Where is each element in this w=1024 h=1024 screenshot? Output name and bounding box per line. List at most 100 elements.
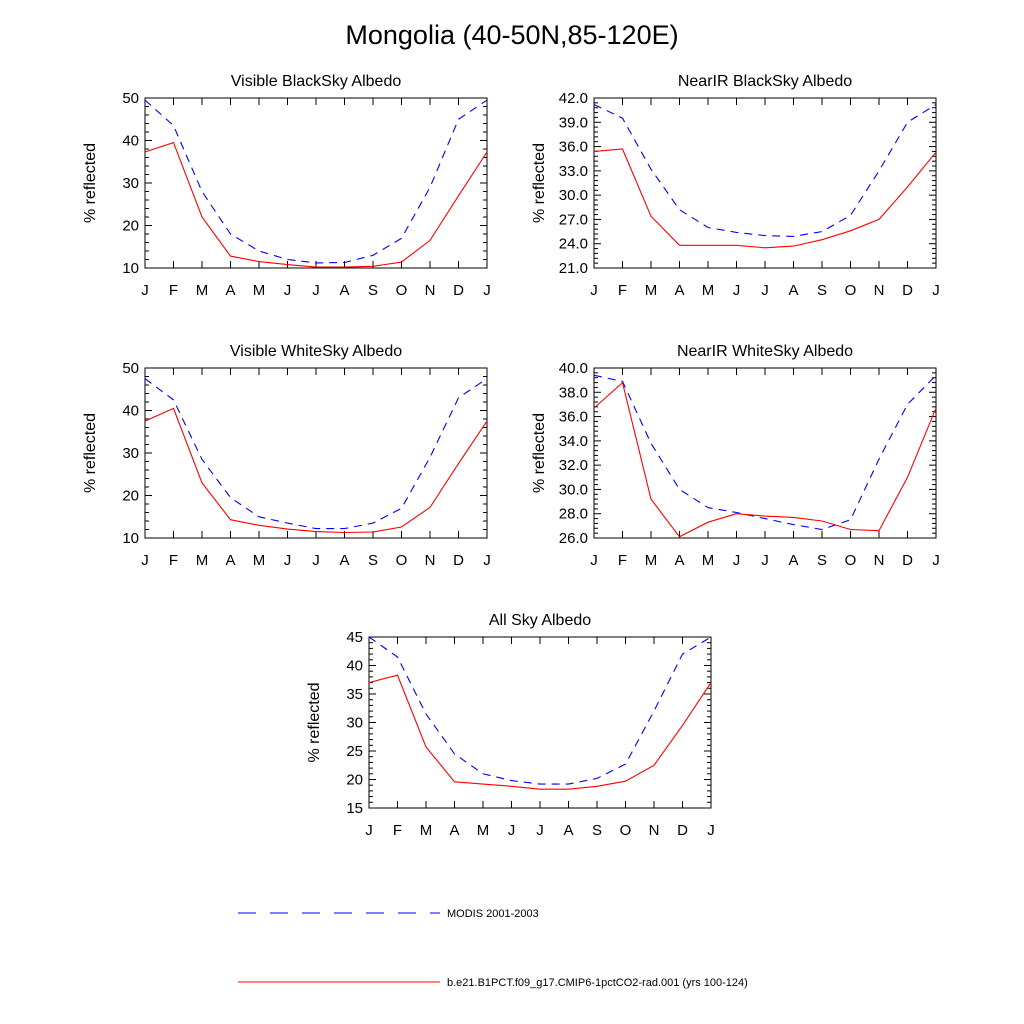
- series-line-model: [593, 381, 937, 538]
- x-tick-label: A: [674, 282, 684, 299]
- y-tick-label: 10: [122, 260, 139, 277]
- x-tick-label: M: [477, 822, 490, 839]
- y-tick-label: 30.0: [559, 187, 588, 204]
- series-line-modis: [593, 374, 937, 531]
- x-tick-label: J: [284, 552, 292, 569]
- x-tick-label: F: [169, 552, 178, 569]
- x-tick-label: J: [141, 552, 149, 569]
- x-tick-label: A: [225, 552, 235, 569]
- plot-frame: [144, 97, 488, 269]
- y-tick-label: 36.0: [559, 409, 588, 426]
- x-tick-label: J: [590, 282, 598, 299]
- x-tick-label: N: [649, 822, 660, 839]
- y-tick-label: 27.0: [559, 211, 588, 228]
- chart-title: NearIR BlackSky Albedo: [678, 73, 852, 90]
- chart-title: Visible WhiteSky Albedo: [230, 343, 402, 360]
- y-tick-label: 38.0: [559, 384, 588, 401]
- y-tick-label: 20: [122, 488, 139, 505]
- y-tick-label: 30: [122, 175, 139, 192]
- x-tick-label: M: [702, 552, 715, 569]
- y-axis-label: % reflected: [531, 413, 548, 493]
- y-tick-label: 15: [346, 800, 363, 817]
- x-tick-label: N: [874, 282, 885, 299]
- x-tick-label: J: [483, 282, 491, 299]
- x-tick-label: M: [196, 552, 209, 569]
- x-tick-label: J: [761, 552, 769, 569]
- y-axis-label: % reflected: [82, 143, 99, 223]
- x-tick-label: S: [817, 552, 827, 569]
- x-tick-label: A: [225, 282, 235, 299]
- x-tick-label: S: [817, 282, 827, 299]
- x-tick-label: M: [645, 282, 658, 299]
- x-tick-label: N: [425, 282, 436, 299]
- chart-title: NearIR WhiteSky Albedo: [677, 343, 853, 360]
- x-tick-label: A: [674, 552, 684, 569]
- x-tick-label: A: [449, 822, 459, 839]
- series-line-modis: [144, 378, 488, 530]
- x-tick-label: A: [788, 552, 798, 569]
- x-tick-label: S: [368, 282, 378, 299]
- y-tick-label: 34.0: [559, 433, 588, 450]
- y-axis-label: % reflected: [82, 413, 99, 493]
- plot-frame: [593, 97, 937, 269]
- y-tick-label: 20: [346, 772, 363, 789]
- x-tick-label: J: [590, 552, 598, 569]
- x-tick-label: A: [563, 822, 573, 839]
- x-tick-label: N: [874, 552, 885, 569]
- x-tick-label: J: [508, 822, 516, 839]
- x-tick-label: J: [141, 282, 149, 299]
- y-tick-label: 10: [122, 530, 139, 547]
- y-tick-label: 24.0: [559, 236, 588, 253]
- y-tick-label: 25: [346, 743, 363, 760]
- x-tick-label: D: [677, 822, 688, 839]
- x-tick-label: J: [761, 282, 769, 299]
- x-tick-label: M: [196, 282, 209, 299]
- x-tick-label: M: [645, 552, 658, 569]
- y-axis-label: % reflected: [306, 682, 323, 762]
- y-tick-label: 40: [122, 133, 139, 150]
- x-tick-label: D: [902, 552, 913, 569]
- x-tick-label: D: [902, 282, 913, 299]
- page-title: Mongolia (40-50N,85-120E): [345, 20, 679, 50]
- x-tick-label: S: [592, 822, 602, 839]
- y-tick-label: 40.0: [559, 360, 588, 377]
- y-tick-label: 50: [122, 90, 139, 107]
- series-line-model: [593, 148, 937, 249]
- plot-frame: [144, 367, 488, 539]
- x-tick-label: D: [453, 552, 464, 569]
- legend-label-model: b.e21.B1PCT.f09_g17.CMIP6-1pctCO2-rad.00…: [447, 977, 748, 989]
- series-line-modis: [368, 636, 712, 785]
- x-tick-label: M: [253, 282, 266, 299]
- y-tick-label: 28.0: [559, 506, 588, 523]
- chart-title: Visible BlackSky Albedo: [231, 73, 402, 90]
- y-tick-label: 50: [122, 360, 139, 377]
- y-tick-label: 40: [122, 403, 139, 420]
- y-tick-label: 32.0: [559, 457, 588, 474]
- x-tick-label: A: [339, 552, 349, 569]
- legend: MODIS 2001-2003 b.e21.B1PCT.f09_g17.CMIP6…: [238, 908, 748, 989]
- x-tick-label: N: [425, 552, 436, 569]
- chart-title: All Sky Albedo: [489, 612, 591, 629]
- y-tick-label: 35: [346, 686, 363, 703]
- series-line-modis: [144, 99, 488, 264]
- x-tick-label: J: [932, 552, 940, 569]
- y-tick-label: 39.0: [559, 114, 588, 131]
- x-tick-label: O: [620, 822, 632, 839]
- x-tick-label: F: [618, 282, 627, 299]
- x-tick-label: J: [483, 552, 491, 569]
- y-tick-label: 20: [122, 218, 139, 235]
- y-tick-label: 45: [346, 629, 363, 646]
- series-line-modis: [593, 104, 937, 237]
- x-tick-label: J: [932, 282, 940, 299]
- x-tick-label: M: [420, 822, 433, 839]
- x-tick-label: F: [169, 282, 178, 299]
- series-line-model: [144, 141, 488, 268]
- x-tick-label: A: [339, 282, 349, 299]
- x-tick-label: J: [536, 822, 544, 839]
- x-tick-label: J: [312, 552, 320, 569]
- x-tick-label: O: [396, 282, 408, 299]
- x-tick-label: O: [396, 552, 408, 569]
